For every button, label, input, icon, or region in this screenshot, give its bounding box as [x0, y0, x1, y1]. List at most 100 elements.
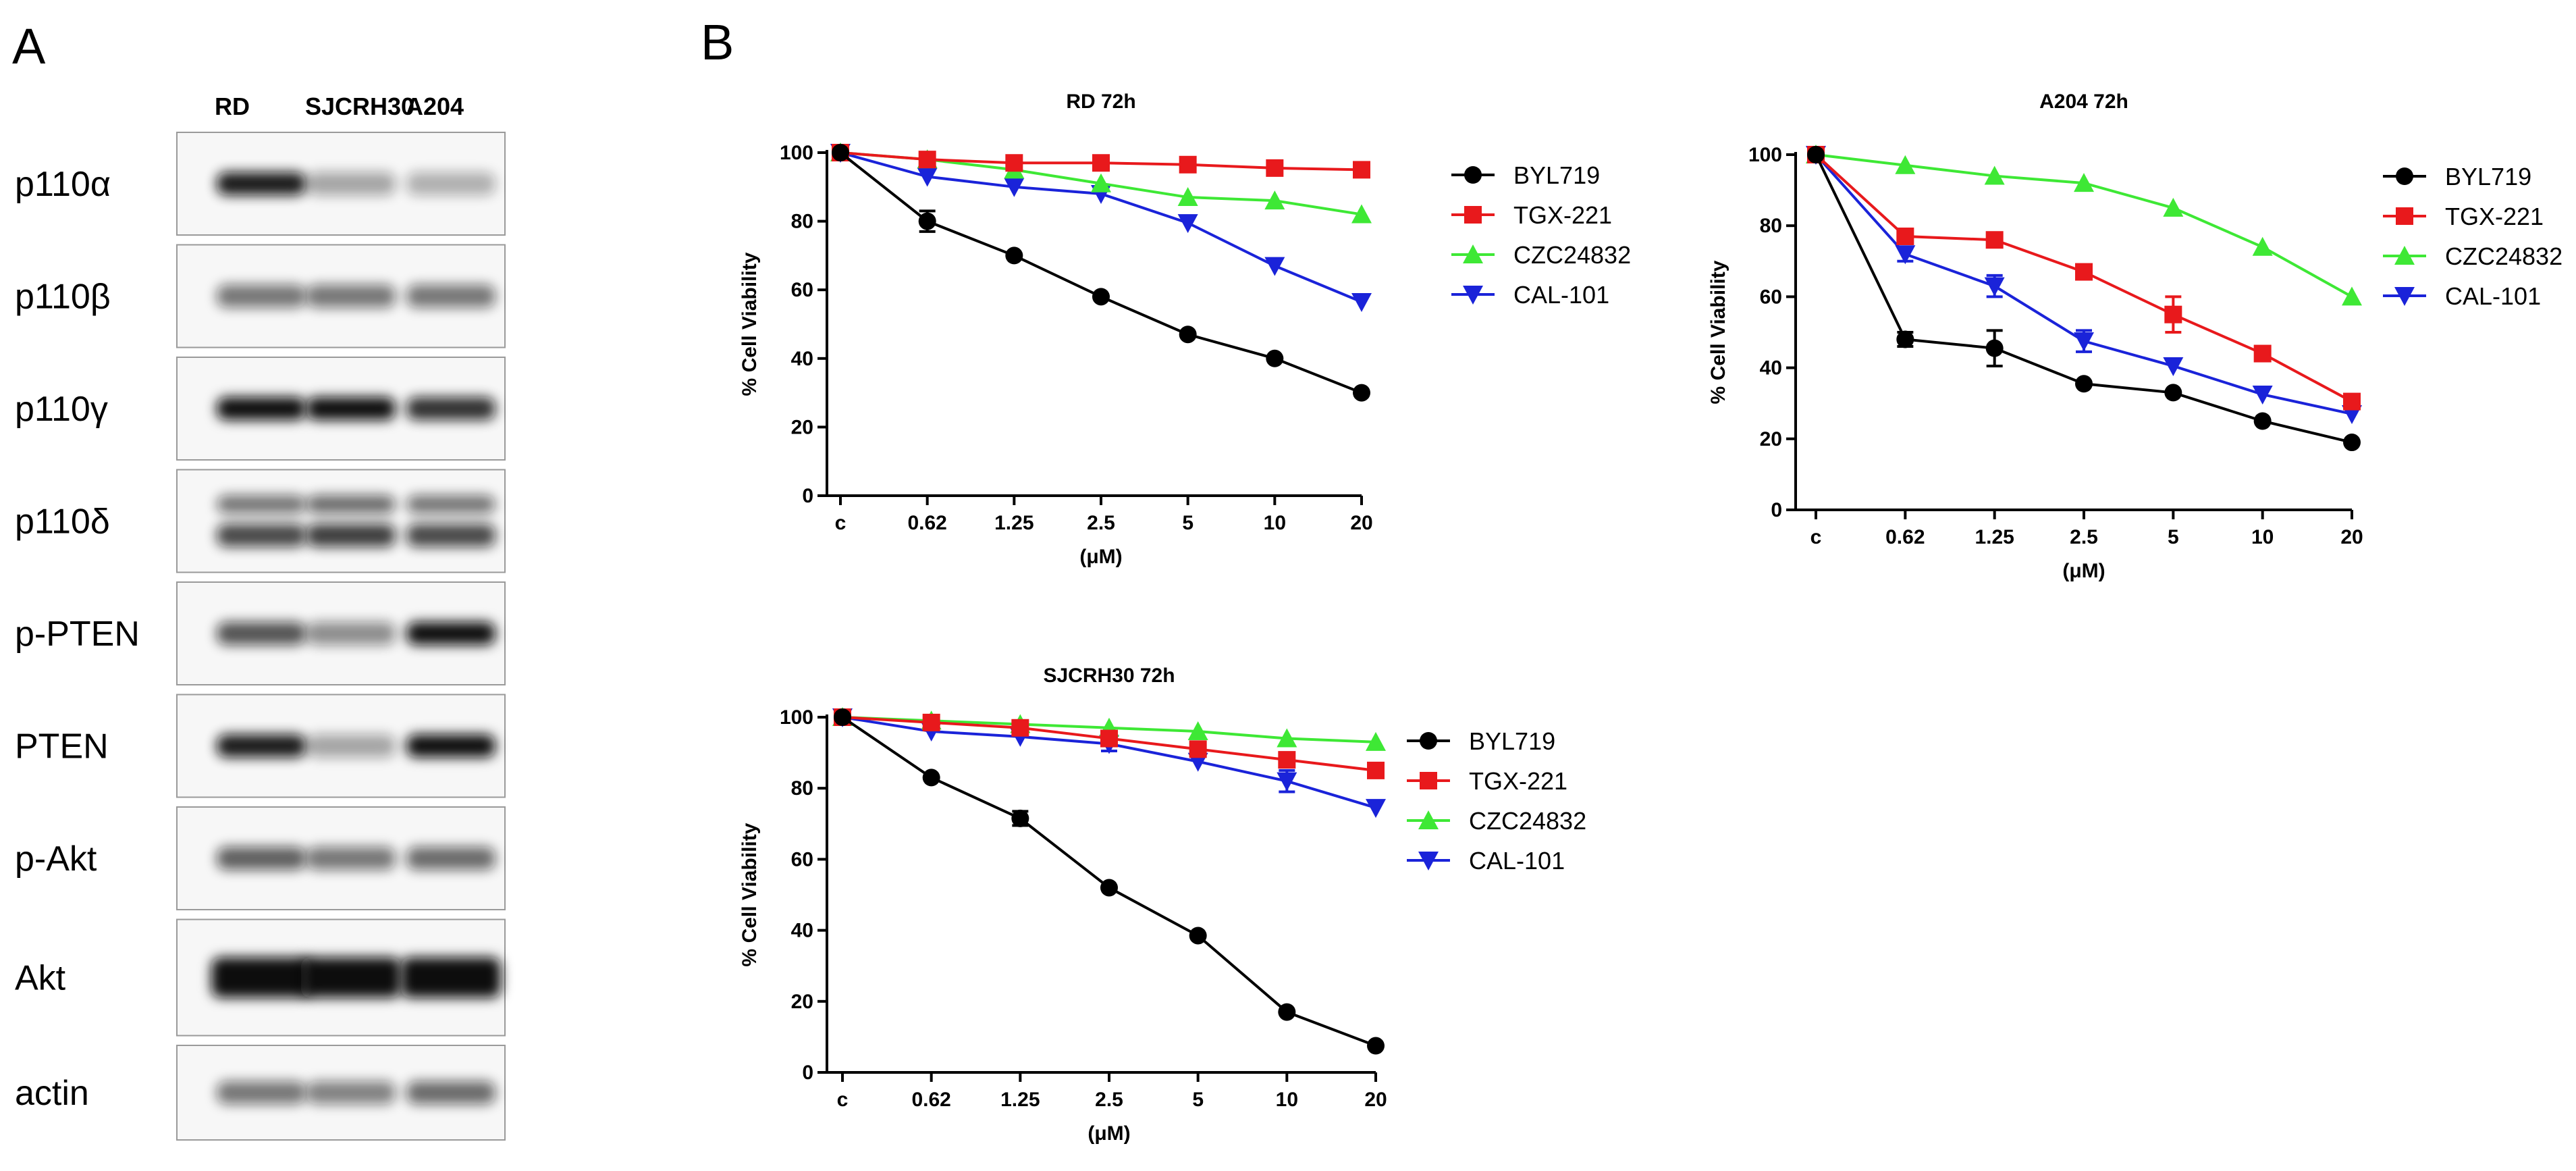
legend-entry: BYL719 [1407, 727, 1555, 755]
chart-title: A204 72h [2039, 90, 2128, 113]
blot-row-label: p-PTEN [15, 615, 140, 654]
chart-title: RD 72h [1066, 90, 1135, 113]
blot-band [306, 847, 396, 870]
panel-label-a: A [12, 18, 46, 74]
marker-triangle-down [1277, 772, 1297, 791]
x-tick-label: 0.62 [1885, 526, 1925, 548]
marker-square [1266, 159, 1284, 177]
marker-square [1005, 154, 1023, 172]
y-tick-label: 80 [791, 211, 813, 233]
marker-square [1985, 231, 2004, 249]
panel-label-b: B [701, 14, 734, 70]
marker-circle [1353, 384, 1370, 402]
legend-label: TGX-221 [1513, 201, 1612, 229]
legend-label: TGX-221 [2445, 203, 2544, 230]
marker-triangle-down [1351, 292, 1372, 312]
y-tick-label: 0 [802, 485, 813, 507]
marker-square [2075, 263, 2093, 281]
blot-band [306, 523, 396, 547]
marker-triangle-down [917, 167, 938, 187]
series-byl719 [1807, 146, 2361, 452]
x-tick-label: 1.25 [1975, 526, 2014, 548]
x-tick-label: c [837, 1089, 849, 1111]
legend-entry: BYL719 [1451, 161, 1600, 189]
blot-band [217, 1081, 306, 1104]
blot-row-label: p110γ [15, 390, 108, 429]
marker-triangle-up [1277, 728, 1297, 748]
y-tick-label: 60 [791, 279, 813, 301]
legend: BYL719 TGX-221 CZC24832 CAL-101 [1451, 161, 1631, 309]
blot-row-label: p110δ [15, 502, 110, 542]
blot-row-label: p-Akt [15, 839, 97, 879]
marker-triangle-up [1984, 165, 2005, 185]
x-tick-label: 10 [1264, 512, 1286, 534]
blot-row: p110α [15, 132, 506, 236]
marker-triangle-up [1187, 721, 1208, 741]
marker-triangle-down [1177, 214, 1198, 234]
y-tick-label: 40 [1760, 357, 1782, 380]
x-tick-label: 0.62 [911, 1089, 950, 1111]
blot-band [301, 957, 401, 998]
blot-band [406, 172, 495, 195]
marker-square [1179, 155, 1197, 174]
y-tick-label: 0 [802, 1062, 813, 1084]
x-tick-label: 0.62 [907, 512, 946, 534]
blot-band [306, 622, 396, 645]
marker-circle [1420, 732, 1437, 750]
marker-square [1896, 227, 1914, 245]
marker-circle [1278, 1003, 1296, 1021]
blot-row-label: actin [15, 1074, 89, 1113]
legend-entry: CAL-101 [1451, 281, 1609, 309]
marker-square [1278, 751, 1296, 769]
marker-circle [1189, 927, 1207, 945]
x-tick-label: 5 [1182, 512, 1193, 534]
marker-triangle-down [1418, 852, 1439, 870]
blot-band [217, 172, 306, 195]
legend-entry: CZC24832 [2383, 242, 2562, 270]
marker-triangle-up [2163, 197, 2184, 217]
marker-triangle-up [1351, 204, 1372, 224]
marker-square [1011, 719, 1029, 737]
marker-square [2396, 207, 2413, 225]
marker-triangle-down [1463, 286, 1483, 305]
x-tick-label: 20 [1364, 1089, 1387, 1111]
y-tick-label: 100 [780, 706, 813, 729]
blot-band [211, 957, 311, 998]
blot-band [306, 172, 396, 195]
marker-square [1353, 161, 1370, 179]
marker-circle [1179, 326, 1197, 344]
marker-square [1464, 206, 1482, 224]
blot-row: actin [15, 1045, 506, 1141]
marker-circle [2253, 412, 2272, 430]
chart-sjcrh30-72h: SJCRH30 72h 0 20 40 60 80 100 c 0.62 1.25 2.5 5 10 20… [739, 665, 1586, 1145]
marker-triangle-down [1264, 257, 1285, 276]
legend-entry: CAL-101 [2383, 282, 2541, 310]
y-tick-label: 40 [791, 348, 813, 370]
x-tick-label: 1.25 [1000, 1089, 1040, 1111]
chart-rd-72h: RD 72h 0 20 40 60 80 100 c 0.62 1.25 2.5 5 10 20 (μM)%… [739, 90, 1631, 568]
lane-label: A204 [406, 93, 464, 120]
marker-circle [2343, 434, 2361, 452]
blot-row: PTEN [15, 694, 506, 798]
blot-band [406, 495, 495, 514]
marker-triangle-down [1895, 245, 1916, 265]
blot-band [306, 397, 396, 420]
marker-triangle-down [1984, 277, 2005, 296]
blot-band [217, 847, 306, 870]
y-tick-label: 40 [791, 920, 813, 942]
marker-square [2164, 305, 2182, 323]
y-tick-label: 80 [1760, 215, 1782, 237]
blot-membrane [176, 469, 506, 573]
series-cal-101 [830, 144, 1372, 312]
blot-band [406, 1081, 495, 1104]
legend-label: TGX-221 [1469, 767, 1567, 795]
y-tick-label: 0 [1771, 499, 1782, 521]
blot-band [401, 957, 501, 998]
y-tick-label: 60 [791, 848, 813, 870]
legend-entry: TGX-221 [1451, 201, 1612, 229]
marker-circle [1011, 809, 1029, 827]
legend-entry: BYL719 [2383, 163, 2531, 190]
legend: BYL719 TGX-221 CZC24832 CAL-101 [1407, 727, 1586, 875]
marker-circle [1092, 288, 1110, 306]
marker-circle [922, 769, 940, 787]
